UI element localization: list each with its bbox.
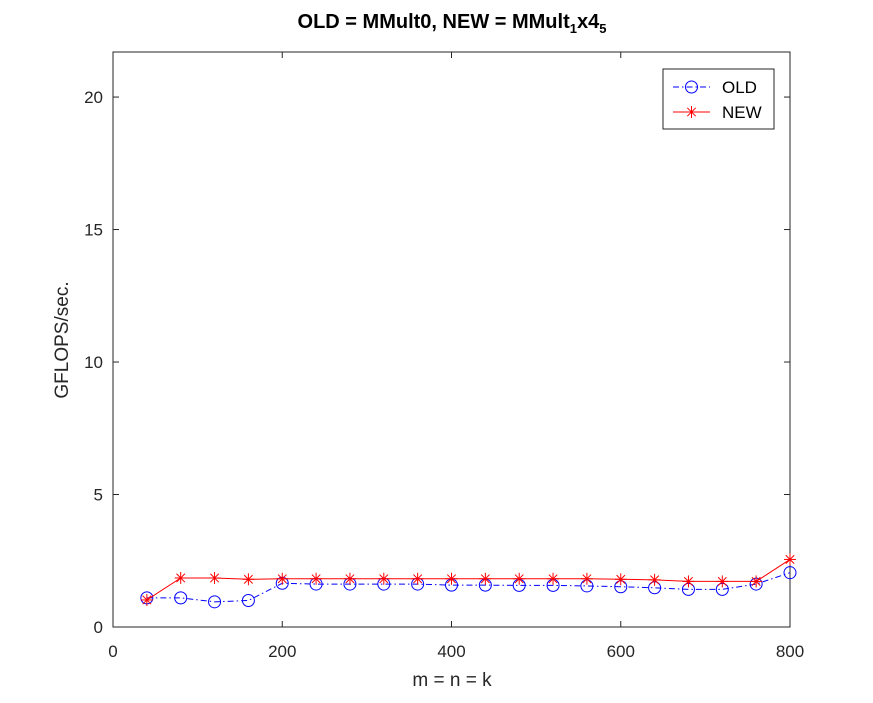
data-point-new bbox=[208, 571, 221, 584]
series-layer bbox=[140, 553, 797, 609]
data-point-new bbox=[716, 575, 729, 588]
chart-title-main: OLD = MMult0, NEW = MMult bbox=[298, 11, 571, 33]
chart-title-mid: x4 bbox=[577, 11, 600, 33]
x-tick-label: 200 bbox=[268, 642, 296, 661]
data-point-new bbox=[276, 572, 289, 585]
data-point-new bbox=[580, 572, 593, 585]
y-tick-label: 15 bbox=[84, 221, 103, 240]
data-point-new bbox=[479, 572, 492, 585]
x-tick-label: 0 bbox=[108, 642, 117, 661]
chart-title: OLD = MMult0, NEW = MMult1x45 bbox=[298, 11, 607, 36]
data-point-new bbox=[682, 575, 695, 588]
y-tick-label: 0 bbox=[94, 618, 103, 637]
data-point-new bbox=[310, 572, 323, 585]
y-tick-label: 5 bbox=[94, 486, 103, 505]
x-axis-label: m = n = k bbox=[412, 670, 492, 691]
data-point-old bbox=[208, 595, 222, 609]
data-point-new bbox=[242, 573, 255, 586]
x-tick-label: 400 bbox=[437, 642, 465, 661]
y-tick-label: 10 bbox=[84, 353, 103, 372]
plot-area bbox=[112, 51, 791, 628]
data-point-old bbox=[174, 591, 188, 605]
x-tick-label: 800 bbox=[776, 642, 804, 661]
legend-box bbox=[662, 68, 775, 130]
axes-box bbox=[112, 51, 791, 628]
data-point-new bbox=[750, 575, 763, 588]
data-point-new bbox=[513, 572, 526, 585]
legend-marker-new bbox=[685, 106, 698, 118]
data-point-new bbox=[377, 572, 390, 585]
data-point-new bbox=[648, 573, 661, 586]
legend-label-new: NEW bbox=[722, 103, 762, 122]
data-point-new bbox=[140, 593, 153, 606]
data-point-new bbox=[343, 572, 356, 585]
tick-layer: 0 200 400 600 800 0 5 10 15 20 bbox=[84, 52, 804, 661]
data-point-new bbox=[547, 572, 560, 585]
y-axis-label: GFLOPS/sec. bbox=[52, 281, 73, 398]
data-point-old bbox=[783, 566, 797, 580]
x-tick-label: 600 bbox=[607, 642, 635, 661]
y-tick-label: 20 bbox=[84, 88, 103, 107]
legend-marker-old bbox=[685, 80, 698, 94]
data-point-old bbox=[241, 594, 255, 608]
data-point-new bbox=[784, 553, 796, 566]
legend-label-old: OLD bbox=[722, 78, 757, 97]
data-point-new bbox=[411, 572, 424, 585]
data-point-new bbox=[445, 572, 458, 585]
data-point-new bbox=[614, 573, 627, 586]
chart-title-sub2: 5 bbox=[599, 21, 606, 36]
legend: OLD NEW bbox=[662, 68, 775, 130]
chart-title-sub1: 1 bbox=[570, 21, 577, 36]
data-point-new bbox=[174, 571, 187, 584]
